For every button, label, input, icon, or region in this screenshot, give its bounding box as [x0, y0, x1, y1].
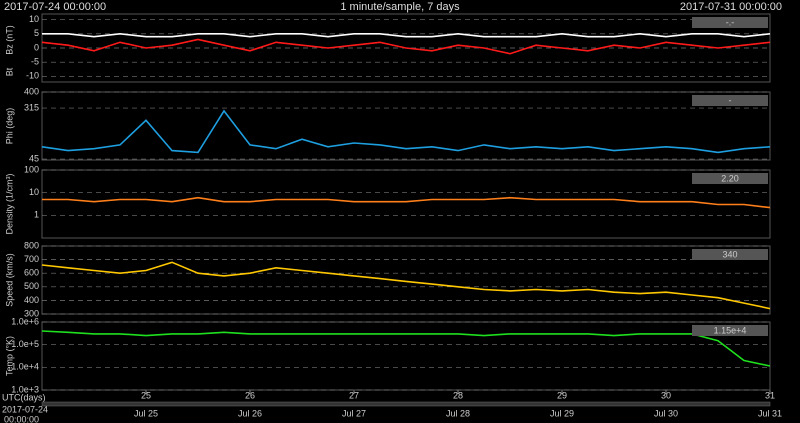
- x-date-label: Jul 28: [446, 408, 470, 418]
- y-tick-label: 100: [24, 164, 39, 174]
- readout: 2.20: [721, 173, 739, 183]
- panel-frame: [41, 321, 771, 391]
- start-date: 2017-07-24: [2, 404, 48, 414]
- y-tick-label: 315: [24, 102, 39, 112]
- readout: -: [729, 95, 732, 105]
- x-date-label: Jul 27: [342, 408, 366, 418]
- x-tick-label: 27: [349, 390, 359, 400]
- y-axis-label: Phi (deg): [4, 108, 14, 145]
- y-tick-label: -10: [26, 71, 39, 81]
- y-tick-label: 0: [34, 42, 39, 52]
- series-line: [42, 196, 771, 209]
- x-date-label: Jul 25: [134, 408, 158, 418]
- x-axis-label: UTC(days): [2, 392, 46, 402]
- y-tick-label: 1: [34, 210, 39, 220]
- y-tick-label: 10: [29, 187, 39, 197]
- y-tick-label: 5: [34, 28, 39, 38]
- x-tick-label: 30: [661, 390, 671, 400]
- y-tick-label: 600: [24, 268, 39, 278]
- x-tick-label: 26: [245, 390, 255, 400]
- y-tick-label: 1.0e+4: [11, 362, 39, 372]
- readout-box: [692, 17, 768, 28]
- scroll-bar: [41, 401, 771, 407]
- readout: 1.15e+4: [714, 325, 747, 335]
- readout-box: [692, 249, 768, 260]
- x-date-label: Jul 30: [654, 408, 678, 418]
- readout: -.-: [726, 17, 735, 27]
- y-tick-label: 700: [24, 254, 39, 264]
- readout: 340: [722, 249, 737, 259]
- series-line: [41, 261, 771, 310]
- x-date-label: Jul 29: [550, 408, 574, 418]
- x-tick-label: 31: [765, 390, 775, 400]
- x-tick-label: 25: [141, 390, 151, 400]
- panel-frame: [41, 169, 771, 239]
- y-axis-label: Density (1/cm³): [4, 173, 14, 234]
- y-tick-label: 1.0e+6: [11, 316, 39, 326]
- x-tick-label: 28: [453, 390, 463, 400]
- readout-box: [692, 95, 768, 106]
- y-axis-label: Temp (°K): [4, 336, 14, 376]
- y-tick-label: -5: [31, 57, 39, 67]
- y-tick-label: 10: [29, 14, 39, 24]
- y-tick-label: 300: [24, 308, 39, 318]
- series-line: [41, 330, 771, 367]
- readout-box: [692, 173, 768, 184]
- y-tick-label: 1.0e+5: [11, 339, 39, 349]
- x-date-label: Jul 26: [238, 408, 262, 418]
- series-line: [41, 109, 771, 154]
- y-axis-label: Bz (nT): [4, 25, 14, 55]
- x-tick-label: 29: [557, 390, 567, 400]
- panel-frame: [41, 245, 771, 315]
- start-clock: 00:00:00: [4, 414, 39, 423]
- y-tick-label: 400: [24, 295, 39, 305]
- y-tick-label: 400: [24, 86, 39, 96]
- y-tick-label: 800: [24, 240, 39, 250]
- y-tick-label: 1.0e+3: [11, 384, 39, 394]
- chart-title: 1 minute/sample, 7 days: [340, 1, 460, 13]
- y-tick-label: 500: [24, 281, 39, 291]
- x-date-label: Jul 31: [758, 408, 782, 418]
- y-axis-label: Speed (km/s): [4, 253, 14, 307]
- start-time: 2017-07-24 00:00:00: [4, 1, 106, 13]
- series-line: [42, 32, 771, 38]
- y-axis-label: Bt: [4, 67, 14, 76]
- series-line: [41, 38, 771, 55]
- readout-box: [692, 325, 768, 336]
- y-tick-label: 45: [29, 153, 39, 163]
- end-time: 2017-07-31 00:00:00: [680, 1, 782, 13]
